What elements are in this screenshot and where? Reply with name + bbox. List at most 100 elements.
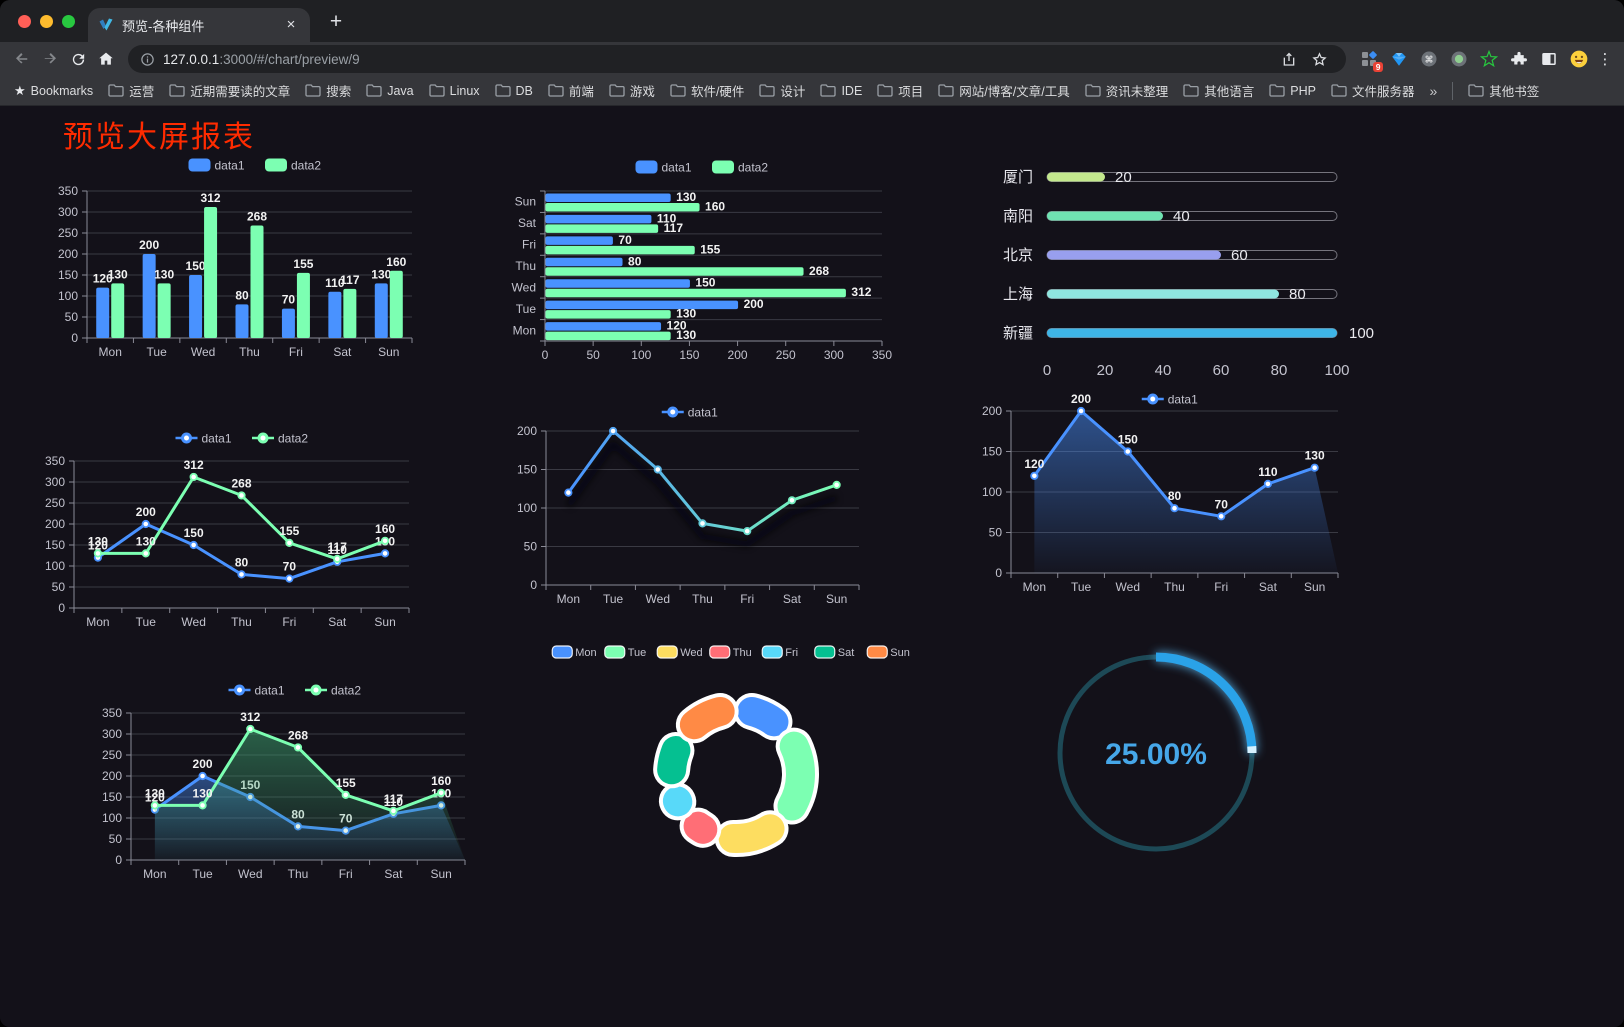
svg-text:70: 70 <box>618 233 632 247</box>
svg-text:0: 0 <box>71 331 78 345</box>
bookmark-folder[interactable]: 项目 <box>877 81 923 100</box>
bookmark-folder[interactable]: 游戏 <box>609 81 655 100</box>
svg-text:25.00%: 25.00% <box>1105 738 1207 771</box>
svg-text:Tue: Tue <box>136 615 157 629</box>
legend-item[interactable]: Sun <box>866 645 910 659</box>
svg-text:50: 50 <box>52 580 66 594</box>
svg-text:Tue: Tue <box>147 345 168 359</box>
svg-text:110: 110 <box>328 543 348 557</box>
bookmarks-manager-item[interactable]: ★ Bookmarks <box>14 83 93 99</box>
page-title: 预览大屏报表 <box>63 121 255 154</box>
bookmark-star-icon[interactable] <box>1306 45 1332 73</box>
bar <box>250 225 264 338</box>
legend-item[interactable]: data2 <box>305 683 361 697</box>
chart-week-donut[interactable]: Mon Tue Wed Thu Fri Sat Sun <box>545 641 937 893</box>
window-close-button[interactable] <box>18 15 31 28</box>
profile-avatar[interactable] <box>1566 45 1592 73</box>
svg-text:120: 120 <box>93 272 113 286</box>
legend-item[interactable]: Fri <box>761 645 798 659</box>
window-zoom-button[interactable] <box>62 15 75 28</box>
tab-close-button[interactable]: × <box>286 16 296 33</box>
svg-text:0: 0 <box>115 853 122 867</box>
svg-text:250: 250 <box>58 226 78 240</box>
browser-tab[interactable]: 预览-各种组件 × <box>88 8 310 42</box>
bookmark-folder[interactable]: 搜索 <box>305 81 351 100</box>
side-panel-icon[interactable] <box>1536 45 1562 73</box>
chart-dual-area-line[interactable]: data1 data2 0 50 100 150 200 250 300 350 Mon Tue Wed… <box>95 676 475 894</box>
new-tab-button[interactable]: + <box>329 10 343 33</box>
chart-percent-gauge[interactable]: 25.00% <box>1040 636 1280 876</box>
bookmark-folder[interactable]: IDE <box>820 84 862 98</box>
chart-city-progress[interactable]: 厦门 20 南阳 40 北京 60 上海 80 新疆 100 0 20 40 60 80 100 <box>975 153 1377 391</box>
extensions-puzzle-icon[interactable] <box>1506 45 1532 73</box>
bookmarks-overflow-chevron[interactable]: » <box>1429 82 1438 99</box>
legend-item[interactable]: data1 <box>635 160 692 174</box>
legend-item[interactable]: data1 <box>661 405 718 419</box>
chart-gradient-line[interactable]: data1 0 50 100 150 200 Mon Tue Wed Thu Fri Sat Sun <box>500 401 892 613</box>
bookmark-folder[interactable]: 文件服务器 <box>1331 81 1414 100</box>
data-point <box>1263 479 1273 489</box>
bookmark-folder[interactable]: 前端 <box>548 81 594 100</box>
chart-area-line[interactable]: data1 0 50 100 150 200 Mon Tue Wed Thu Fri Sat Sun 12… <box>975 391 1377 599</box>
svg-text:40: 40 <box>1155 362 1172 379</box>
legend-item[interactable]: Mon <box>551 645 597 659</box>
legend-item[interactable]: data1 <box>228 683 285 697</box>
svg-text:Thu: Thu <box>692 592 713 606</box>
forward-icon[interactable] <box>36 45 64 73</box>
data-point <box>341 790 350 800</box>
data-point <box>1170 504 1179 513</box>
legend-item[interactable]: Thu <box>709 645 752 659</box>
bookmark-folder[interactable]: PHP <box>1269 84 1316 98</box>
svg-text:160: 160 <box>705 200 725 214</box>
bookmark-folder[interactable]: Java <box>366 84 414 98</box>
recorder-extension-icon[interactable] <box>1446 45 1472 73</box>
other-bookmarks-folder[interactable]: 其他书签 <box>1468 81 1539 100</box>
svg-text:Sun: Sun <box>826 592 847 606</box>
chart-canvas-percent-gauge: 25.00% <box>1057 652 1257 852</box>
share-icon[interactable] <box>1276 45 1302 73</box>
bookmarks-bar: ★ Bookmarks 运营 近期需要读的文章 搜索 Java Linux DB 前端 游戏软… <box>0 76 1624 106</box>
page-info-icon[interactable] <box>140 52 155 67</box>
data-point <box>189 472 198 482</box>
svg-text:0: 0 <box>1043 362 1051 379</box>
home-icon[interactable] <box>92 45 120 73</box>
bookmark-folder[interactable]: 软件/硬件 <box>670 81 744 100</box>
window-minimize-button[interactable] <box>40 15 53 28</box>
data-point <box>150 801 159 810</box>
bookmark-folder[interactable]: 资讯未整理 <box>1085 81 1168 100</box>
legend-item[interactable]: data2 <box>265 158 321 172</box>
reload-icon[interactable] <box>64 45 92 73</box>
chart-grouped-hbar[interactable]: data1 data2 0 50 100 150 200 250 300 350 Mon 120 130… <box>505 151 897 381</box>
chart-dual-line[interactable]: data1 data2 0 50 100 150 200 250 300 350 Mon Tue Wed… <box>40 426 420 644</box>
svg-text:350: 350 <box>45 454 65 468</box>
bookmark-folder[interactable]: 近期需要读的文章 <box>169 81 290 100</box>
svg-text:Mon: Mon <box>143 867 166 881</box>
data-point <box>285 538 294 548</box>
legend-item[interactable]: data1 <box>188 158 245 172</box>
address-bar[interactable]: 127.0.0.1:3000/#/chart/preview/9 <box>128 45 1346 73</box>
legend-item[interactable]: data2 <box>252 431 308 445</box>
back-icon[interactable] <box>8 45 36 73</box>
chart-grouped-bar[interactable]: data1 data2 0 50 100 150 200 250 300 350 Mon Tue Wed… <box>45 151 425 411</box>
bookmark-folder[interactable]: Linux <box>428 84 480 98</box>
svg-text:50: 50 <box>586 348 600 362</box>
command-extension-icon[interactable]: ⌘ <box>1416 45 1442 73</box>
bookmark-folder[interactable]: DB <box>494 84 533 98</box>
gem-extension-icon[interactable] <box>1386 45 1412 73</box>
bookmark-folder[interactable]: 网站/博客/文章/工具 <box>938 81 1070 100</box>
svg-text:200: 200 <box>193 757 213 771</box>
bookmark-folder[interactable]: 运营 <box>108 81 154 100</box>
legend-item[interactable]: Wed <box>656 645 703 659</box>
legend-item[interactable]: data2 <box>712 160 768 174</box>
legend-item[interactable]: Sat <box>814 645 855 659</box>
extension-grid-icon[interactable]: 9 <box>1356 45 1383 73</box>
legend-item[interactable]: data1 <box>175 431 232 445</box>
dashboard-page: 预览大屏报表 data1 data2 0 50 100 150 200 250 300 350 Mo… <box>0 106 1624 1027</box>
legend-item[interactable]: Tue <box>604 645 647 659</box>
bookmark-folder[interactable]: 其他语言 <box>1183 81 1254 100</box>
chrome-menu-icon[interactable]: ⋮ <box>1597 51 1613 68</box>
star-extension-icon[interactable] <box>1476 45 1502 73</box>
svg-text:150: 150 <box>695 276 715 290</box>
bookmark-folder[interactable]: 设计 <box>759 81 805 100</box>
legend-item[interactable]: data1 <box>1141 392 1198 406</box>
